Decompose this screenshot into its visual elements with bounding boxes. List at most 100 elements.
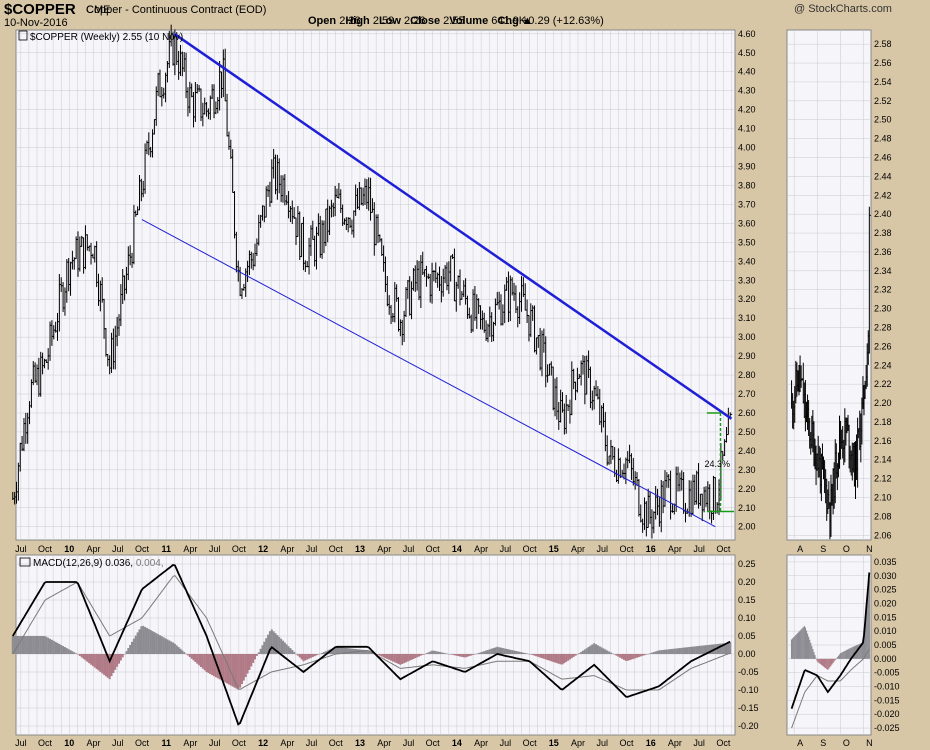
macd-hist-bar <box>609 652 612 654</box>
y-tick-label: 3.20 <box>738 294 756 304</box>
macd-hist-bar <box>65 648 68 654</box>
zoom-price-bars <box>791 206 871 540</box>
macd-hist-bar <box>93 654 96 668</box>
macd-hist-bar <box>427 652 430 654</box>
macd-hist-bar <box>132 638 135 654</box>
zoom-macd-hist-bar <box>868 579 870 659</box>
macd-hist-bar <box>166 639 169 654</box>
zoom-y-tick-label: 2.10 <box>874 493 892 503</box>
macd-hist-bar <box>658 650 661 654</box>
x-tick-label: Oct <box>523 738 538 748</box>
zoom-y-tick-label: 2.08 <box>874 511 892 521</box>
low-label: Low <box>378 15 401 27</box>
macd-hist-bar <box>82 654 85 659</box>
macd-hist-bar <box>363 650 366 654</box>
macd-hist-bar <box>155 633 158 654</box>
zoom-macd-y-tick-label: -0.015 <box>874 695 900 705</box>
macd-hist-bar <box>71 651 74 654</box>
macd-hist-bar <box>377 654 380 655</box>
macd-hist-bar <box>75 653 78 654</box>
zoom-x-tick-label: A <box>797 738 803 748</box>
macd-hist-bar <box>222 654 225 682</box>
y-tick-label: 2.40 <box>738 446 756 456</box>
macd-hist-bar <box>313 654 316 657</box>
zoom-macd-hist-bar <box>845 650 847 659</box>
macd-hist-bar <box>613 654 616 655</box>
macd-hist-bar <box>710 644 713 654</box>
macd-hist-bar <box>300 654 303 660</box>
macd-hist-bar <box>466 654 469 657</box>
macd-hist-bar <box>172 642 175 654</box>
macd-hist-bar <box>581 650 584 654</box>
zoom-macd-y-tick-label: 0.025 <box>874 585 897 595</box>
zoom-macd-hist-bar <box>822 658 825 667</box>
y-tick-label: 2.90 <box>738 351 756 361</box>
price-bars <box>12 24 733 539</box>
x-tick-label: 12 <box>258 738 268 748</box>
macd-hist-bar <box>459 654 462 657</box>
macd-hist-bar <box>399 654 402 665</box>
macd-hist-bar <box>330 648 333 654</box>
macd-hist-bar <box>606 650 609 654</box>
zoom-macd-hist-bar <box>838 654 841 659</box>
macd-hist-bar <box>656 650 659 654</box>
macd-hist-bar <box>386 654 389 659</box>
macd-hist-bar <box>473 654 476 655</box>
zoom-macd-y-tick-label: -0.020 <box>874 709 900 719</box>
macd-hist-bar <box>723 643 726 654</box>
x-tick-label: Oct <box>619 738 634 748</box>
macd-hist-bar <box>604 649 607 654</box>
macd-hist-bar <box>622 654 625 660</box>
x-tick-label: 14 <box>452 544 462 554</box>
macd-legend-main: MACD(12,26,9) 0.036, <box>33 558 136 569</box>
zoom-y-tick-label: 2.34 <box>874 266 892 276</box>
macd-hist-bar <box>615 654 618 656</box>
zoom-x-tick-label: N <box>866 544 873 554</box>
macd-hist-bar <box>673 648 676 654</box>
macd-hist-bar <box>21 636 24 654</box>
macd-hist-bar <box>185 653 188 655</box>
macd-hist-bar <box>209 654 212 675</box>
macd-hist-bar <box>104 654 107 677</box>
macd-hist-bar <box>19 636 22 654</box>
macd-hist-bar <box>362 649 365 654</box>
zoom-y-tick-label: 2.36 <box>874 247 892 257</box>
zoom-x-tick-label: A <box>797 544 803 554</box>
macd-hist-bar <box>490 648 493 654</box>
macd-line <box>12 564 731 726</box>
macd-hist-bar <box>157 634 160 654</box>
macd-hist-bar <box>468 654 471 657</box>
macd-hist-bar <box>691 646 694 654</box>
macd-hist-bar <box>84 654 87 661</box>
zoom-y-tick-label: 2.06 <box>874 530 892 540</box>
macd-hist-bar <box>486 649 489 654</box>
macd-hist-bar <box>207 654 210 674</box>
macd-hist-bar <box>298 654 301 658</box>
zoom-macd-hist-bar <box>834 658 836 661</box>
x-tick-label: Apr <box>668 544 682 554</box>
y-tick-label: 2.60 <box>738 408 756 418</box>
zoom-y-tick-label: 2.56 <box>874 58 892 68</box>
y-tick-label: 3.70 <box>738 199 756 209</box>
macd-hist-bar <box>719 643 722 654</box>
x-tick-label: Jul <box>403 738 415 748</box>
macd-hist-bar <box>101 654 104 674</box>
x-tick-label: Jul <box>112 544 124 554</box>
y-tick-label: 2.30 <box>738 465 756 475</box>
macd-hist-bar <box>183 652 186 654</box>
zoom-macd-signal-line <box>791 648 870 729</box>
zoom-macd-hist-bar <box>812 648 814 659</box>
macd-hist-bar <box>198 654 201 666</box>
zoom-y-tick-label: 2.30 <box>874 304 892 314</box>
zoom-macd-hist-bar <box>800 629 802 659</box>
zoom-y-tick-label: 2.54 <box>874 77 892 87</box>
high-label: High <box>345 15 370 27</box>
macd-hist-bar <box>678 648 681 654</box>
zoom-macd-hist-bar <box>792 638 794 659</box>
zoom-macd-hist-bar <box>802 627 804 659</box>
macd-y-tick-label: 0.00 <box>738 649 756 659</box>
y-tick-label: 3.30 <box>738 275 756 285</box>
zoom-y-tick-label: 2.50 <box>874 115 892 125</box>
x-tick-label: Jul <box>596 738 608 748</box>
